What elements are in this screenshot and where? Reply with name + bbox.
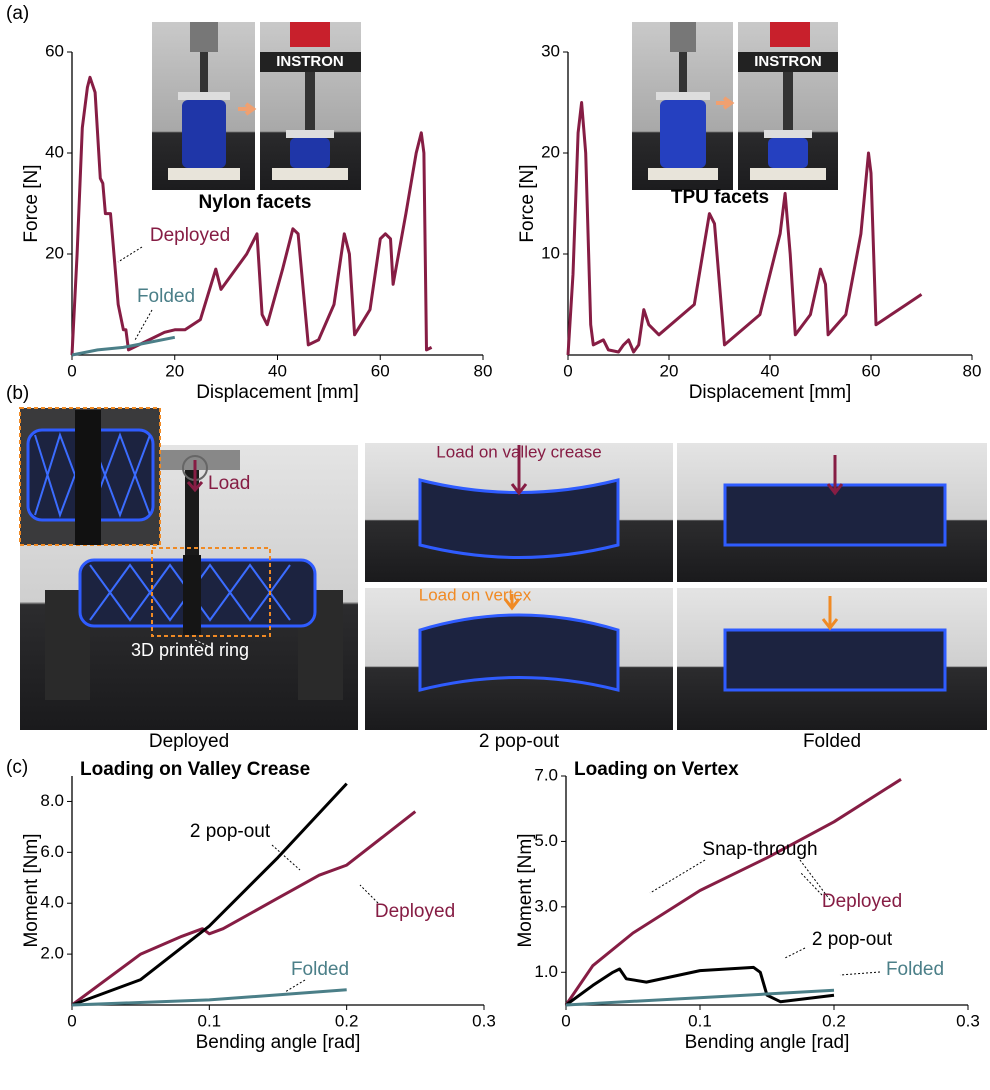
x-tick-label: 80: [963, 361, 982, 380]
photo-group: Load 3D printed ring Load on valley crea…: [19, 407, 987, 752]
axis-line: [71, 776, 484, 1006]
series-label: 2 pop-out: [190, 821, 271, 842]
y-axis-label: Force [N]: [21, 164, 42, 242]
x-tick-label: 0: [67, 1011, 76, 1030]
data-line: [70, 75, 433, 356]
photo-text: INSTRON: [276, 53, 344, 70]
leader-line: [799, 871, 823, 896]
leader-line: [284, 979, 306, 993]
x-tick-label: 0: [561, 1011, 570, 1030]
leader-line: [134, 309, 153, 341]
series-label: Deployed: [375, 901, 455, 922]
x-tick-label: 20: [165, 361, 184, 380]
series-label: Folded: [886, 959, 944, 980]
y-tick-label: 1.0: [534, 962, 558, 981]
x-tick-label: 0.2: [822, 1011, 846, 1030]
x-axis-label: Displacement [mm]: [689, 382, 852, 403]
y-tick-label: 20: [541, 142, 560, 161]
panel-label: (b): [6, 383, 29, 404]
x-tick-label: 60: [371, 361, 390, 380]
y-tick-label: 7.0: [534, 765, 558, 784]
data-line: [566, 101, 923, 356]
panel-label: (a): [6, 3, 29, 24]
chart-title: Loading on Vertex: [574, 759, 739, 780]
series-label: Folded: [291, 959, 349, 980]
series-label: 2 pop-out: [812, 929, 893, 950]
photo-label: Load on valley crease: [436, 442, 601, 461]
y-tick-label: 5.0: [534, 831, 558, 850]
photo-caption: TPU facets: [671, 187, 769, 208]
series-label: Deployed: [150, 225, 230, 246]
x-tick-label: 0.3: [472, 1011, 496, 1030]
chart-title: Loading on Valley Crease: [80, 759, 310, 780]
photo-group: INSTRON Nylon facets INSTRON TPU facets: [152, 22, 838, 213]
data-line: [565, 965, 835, 1007]
leader-line: [649, 859, 706, 894]
y-tick-label: 3.0: [534, 896, 558, 915]
y-axis-label: Force [N]: [517, 164, 538, 242]
chart: 0 0.1 0.2 0.3 2.0 4.0 6.0 8.0 Bending angle [rad…: [21, 759, 496, 1053]
leader-line: [839, 971, 881, 976]
photo-label: 3D printed ring: [131, 640, 249, 660]
y-tick-label: 2.0: [40, 944, 64, 963]
leader-line: [799, 859, 831, 901]
leader-line: [117, 246, 143, 263]
leader-line: [784, 947, 806, 959]
data-line: [71, 988, 347, 1007]
y-tick-label: 60: [45, 41, 64, 60]
x-tick-label: 0.3: [956, 1011, 980, 1030]
y-tick-label: 10: [541, 243, 560, 262]
series-label: Folded: [137, 286, 195, 307]
chart: 0 20 40 60 80 10 20 30 Displacement [mm] Force [N…: [517, 41, 981, 403]
chart: 0 20 40 60 80 20 40 60 Displacement [mm] Force [N…: [21, 41, 492, 403]
annotation: Snap-through: [702, 839, 817, 860]
x-tick-label: 40: [761, 361, 780, 380]
x-axis-label: Bending angle [rad]: [196, 1032, 361, 1053]
data-line: [564, 778, 902, 1006]
y-tick-label: 40: [45, 142, 64, 161]
photo-text: INSTRON: [754, 53, 822, 70]
photo-caption: Nylon facets: [199, 192, 312, 213]
x-tick-label: 0: [67, 361, 76, 380]
x-tick-label: 0.1: [688, 1011, 712, 1030]
x-axis-label: Displacement [mm]: [196, 382, 359, 403]
panel-label: (c): [6, 757, 28, 778]
y-tick-label: 8.0: [40, 791, 64, 810]
y-tick-label: 6.0: [40, 842, 64, 861]
x-tick-label: 60: [862, 361, 881, 380]
y-axis-label: Moment [Nm]: [21, 833, 42, 947]
data-line: [71, 335, 176, 357]
photo-label: Load: [208, 473, 250, 494]
leader-line: [359, 884, 379, 904]
photo-caption: 2 pop-out: [479, 731, 560, 752]
y-tick-label: 4.0: [40, 893, 64, 912]
x-tick-label: 40: [268, 361, 287, 380]
x-tick-label: 0.2: [335, 1011, 359, 1030]
x-tick-label: 0: [563, 361, 572, 380]
x-tick-label: 80: [474, 361, 493, 380]
x-axis-label: Bending angle [rad]: [685, 1032, 850, 1053]
y-axis-label: Moment [Nm]: [515, 833, 536, 947]
data-line: [71, 810, 417, 1007]
series-label: Deployed: [822, 891, 902, 912]
data-line: [565, 988, 835, 1007]
y-tick-label: 20: [45, 243, 64, 262]
photo-label: Load on vertex: [419, 585, 532, 604]
photo-caption: Deployed: [149, 731, 229, 752]
photo-caption: Folded: [803, 731, 861, 752]
x-tick-label: 20: [660, 361, 679, 380]
y-tick-label: 30: [541, 41, 560, 60]
chart: 0 0.1 0.2 0.3 1.0 3.0 5.0 7.0 Bending angle [rad…: [515, 759, 980, 1053]
x-tick-label: 0.1: [198, 1011, 222, 1030]
data-line: [71, 782, 348, 1007]
